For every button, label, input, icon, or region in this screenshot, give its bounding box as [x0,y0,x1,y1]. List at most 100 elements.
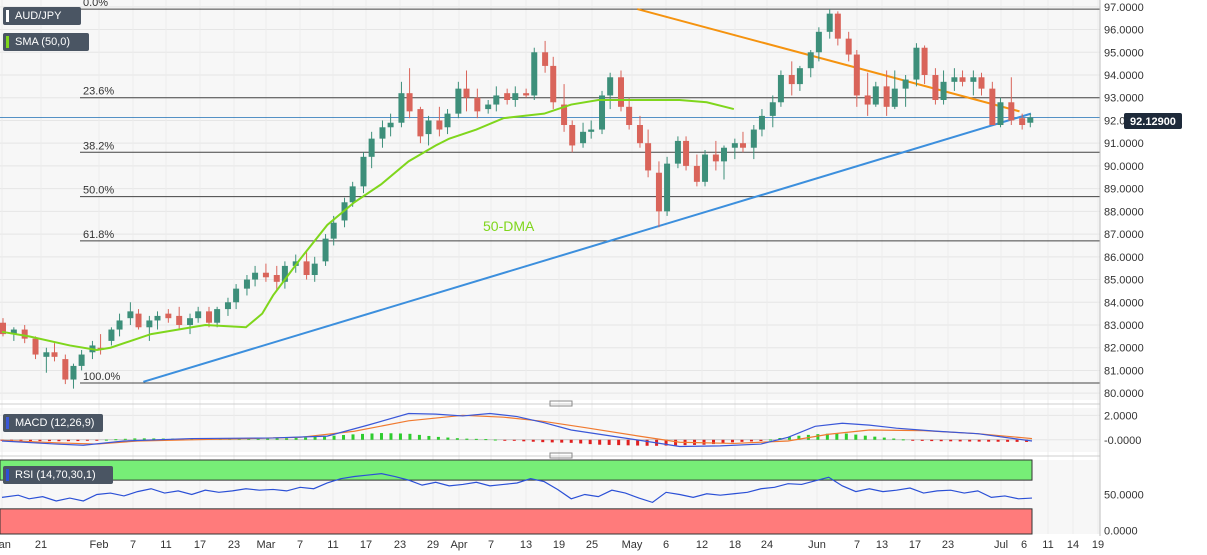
bullish-candle [1027,117,1034,123]
bullish-candle [721,147,727,162]
price-tick-label: 93.0000 [1104,93,1144,105]
candlesticks [0,9,1034,389]
price-tick-label: 91.0000 [1104,138,1144,150]
sma-legend[interactable]: SMA (50,0) [3,33,89,51]
bearish-candle [636,125,643,144]
macd-histogram-bar-positive [313,436,317,440]
symbol-legend[interactable]: AUD/JPY [3,7,81,25]
time-tick-label: 7 [854,539,860,551]
bearish-candle [273,275,280,282]
macd-histogram-bar-positive [266,438,270,440]
macd-histogram-bar-positive [854,434,858,440]
macd-histogram-bar-positive [398,433,402,440]
macd-histogram-bar-positive [351,434,355,440]
pane-resize-handle-macd[interactable] [549,400,573,407]
macd-histogram-bar-positive [370,433,374,440]
bullish-candle [187,318,194,325]
bullish-candle [777,75,784,103]
bullish-candle [252,272,259,280]
macd-histogram-bar-negative [996,439,1000,442]
bearish-candle [683,140,690,166]
bullish-candle [940,81,947,100]
pane-resize-handle-rsi[interactable] [549,452,573,459]
bullish-candle [913,47,920,80]
macd-histogram-bar-negative [550,439,554,443]
bullish-candle [154,315,161,321]
price-tick-label: 94.0000 [1104,70,1144,82]
macd-histogram-bar-negative [977,439,981,442]
bullish-candle [580,131,587,144]
price-tick-label: 85.0000 [1104,275,1144,287]
macd-histogram-bar-positive [408,433,412,440]
rsi-oversold-zone [0,508,1033,535]
time-tick-label: 6 [1021,539,1027,551]
bullish-candle [10,329,17,335]
bullish-candle [360,156,367,187]
time-tick-label: Feb [90,539,109,551]
macd-histogram-bar-positive [285,438,289,440]
bearish-candle [989,88,996,125]
bullish-candle [951,77,958,82]
bearish-candle [618,77,624,107]
macd-histogram-bar-negative [740,439,744,442]
rsi-legend-label: RSI (14,70,30,1) [15,469,96,481]
bullish-candle [891,88,898,107]
bullish-candle [387,122,394,128]
macd-histogram-bar-positive [389,433,393,440]
time-tick-label: 14 [1067,539,1079,551]
bearish-candle [21,329,28,339]
macd-line [1,412,1033,448]
current-price-marker: 92.12900 [1124,113,1182,129]
time-tick-label: 11 [160,539,171,551]
fib-level-label: 61.8% [83,229,114,241]
time-tick-label: 24 [761,539,773,551]
macd-histogram-bar-negative [636,439,640,446]
bullish-candle [588,129,595,132]
macd-color-swatch [6,417,9,429]
macd-histogram-bar-negative [66,439,70,442]
bearish-candle [303,261,310,275]
macd-legend[interactable]: MACD (12,26,9) [3,414,103,432]
bearish-candle [463,88,470,98]
time-tick-label: Jul [994,539,1008,551]
macd-histogram-bar-negative [0,439,4,441]
macd-histogram-bar-negative [987,439,991,442]
macd-histogram-bar-positive [825,433,829,440]
trend-lines [143,8,1032,383]
rsi-overbought-zone [0,459,1033,481]
bearish-candle [550,65,557,103]
bullish-candle [233,288,240,303]
macd-histogram-bar-positive [484,439,488,441]
bullish-candle [78,354,85,366]
time-tick-label: 17 [194,539,206,551]
bullish-candle [116,320,123,330]
fibonacci-levels: 0.0% 23.6% 38.2% 50.0% 61.8% 100.0% [0,0,1100,384]
time-tick-label: May [622,539,643,551]
macd-histogram-bar-negative [522,439,526,442]
bearish-candle [51,352,58,357]
fib-level-label: 38.2% [83,140,114,152]
macd-histogram-bar-positive [152,438,156,440]
rsi-legend[interactable]: RSI (14,70,30,1) [3,466,113,484]
symbol-color-swatch [6,10,9,22]
macd-histogram-bar-negative [920,439,924,441]
macd-histogram-bar-negative [617,439,621,446]
macd-histogram-bar-negative [560,439,564,443]
bullish-candle [330,222,337,239]
macd-histogram-bar-negative [38,439,42,442]
bullish-candle [674,140,681,164]
macd-histogram-bar-negative [749,439,753,442]
macd-histogram-bar-negative [512,439,516,441]
bearish-candle [569,125,576,146]
bearish-candle [165,313,172,319]
macd-histogram-bar-positive [901,439,905,441]
bullish-candle [664,163,671,212]
bearish-candle [712,154,719,162]
time-tick-label: 19 [553,539,565,551]
rsi-color-swatch [6,469,9,481]
bullish-candle [214,309,221,323]
time-tick-label: Apr [450,539,467,551]
bullish-candle [444,113,451,128]
price-tick-label: 96.0000 [1104,25,1144,37]
bullish-candle [702,154,709,182]
